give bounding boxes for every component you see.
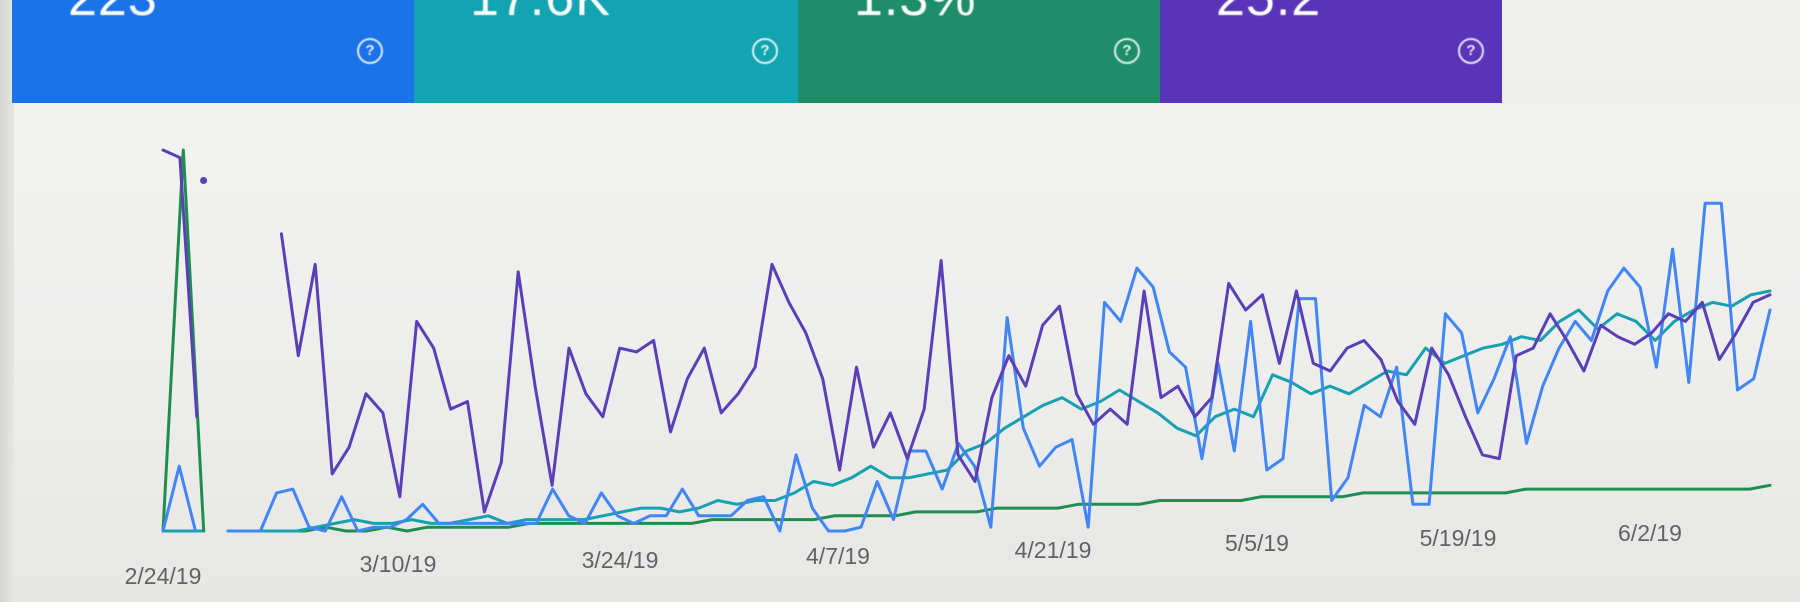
help-icon[interactable]: ? (1114, 38, 1140, 64)
metric-card-value: 25.2 (1216, 0, 1321, 28)
series-layer (161, 148, 1772, 533)
series-1-line-0 (161, 464, 197, 533)
metric-card-value: 1.3% (854, 0, 977, 28)
x-tick-label: 3/24/19 (582, 547, 659, 573)
metric-card-ctr[interactable]: 1.3% ? (798, 0, 1160, 103)
metric-card-value: 17.6K (470, 0, 611, 28)
x-tick-label: 4/21/19 (1015, 537, 1092, 563)
series-2-line-1 (238, 289, 1772, 533)
x-tick-label: 4/7/19 (806, 543, 870, 569)
series-0-line-1 (279, 232, 1772, 514)
x-tick-label: 3/10/19 (360, 551, 437, 577)
help-icon[interactable]: ? (752, 38, 778, 64)
help-icon[interactable]: ? (1458, 38, 1484, 64)
x-axis-tick-labels: 2/24/19 3/10/19 3/24/19 4/7/19 4/21/19 5/5/19… (125, 520, 1682, 589)
help-icon[interactable]: ? (357, 38, 383, 64)
metric-card-position[interactable]: 25.2 ? (1160, 0, 1502, 103)
x-tick-label: 5/19/19 (1420, 525, 1497, 551)
series-0-line-0 (161, 148, 199, 419)
series-3-line-1 (242, 483, 1772, 533)
x-tick-label: 5/5/19 (1225, 530, 1289, 556)
series-1-line-1 (226, 201, 1772, 533)
chart-panel (14, 103, 1800, 602)
screen-left-edge (0, 0, 14, 602)
metric-card-clicks[interactable]: 223 ? (12, 0, 414, 103)
series-0-point (200, 177, 208, 184)
metric-card-value: 223 (68, 0, 158, 28)
metric-card-impressions[interactable]: 17.6K ? (414, 0, 798, 103)
x-tick-label: 6/2/19 (1618, 520, 1682, 546)
metric-cards: 223 ? 17.6K ? 1.3% ? 25.2 ? (12, 0, 1502, 103)
x-tick-label: 2/24/19 (125, 563, 202, 589)
